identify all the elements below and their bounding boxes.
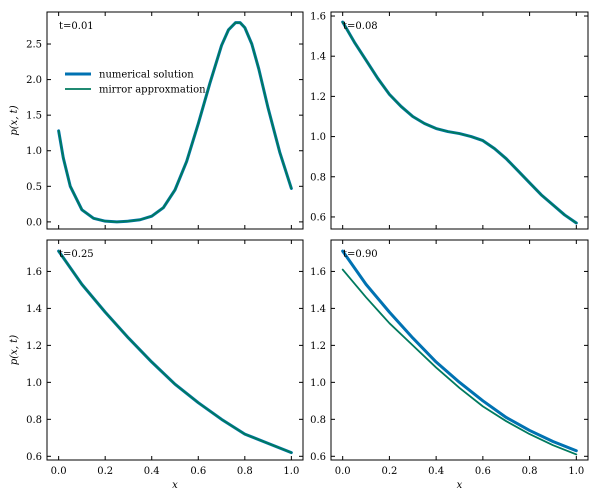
time-annotation: t=0.08 [343,21,378,32]
time-annotation: t=0.01 [59,21,94,32]
y-tick-label: 0.6 [26,452,42,463]
y-tick-label: 1.4 [310,304,326,315]
y-axis-label: p(x, t) [9,105,20,135]
series-line-1 [57,249,293,455]
axes-frame [330,11,589,230]
y-tick-label: 2.0 [26,75,42,86]
y-tick-label: 1.6 [310,267,326,278]
legend-entry: mirror approxmation [99,85,206,96]
y-tick-label: 0.0 [26,217,42,228]
y-tick-label: 1.2 [310,341,326,352]
x-tick-label: 0.6 [190,466,206,477]
y-tick-label: 1.6 [26,267,42,278]
y-tick-label: 0.6 [310,212,326,223]
y-tick-label: 0.8 [26,415,42,426]
axes-frame [46,11,304,230]
x-tick-label: 0.2 [97,466,113,477]
panel-4: 0.0 0.2 0.4 0.6 0.8 1.0 0.6 0.8 1.0 1.2 1.4 1.6 t=0.… [310,239,589,491]
axes-frame [46,239,304,461]
series-line-1 [57,21,293,224]
series-line-1 [341,249,578,453]
panel-2: 0.6 0.8 1.0 1.2 1.4 1.6 t=0.08 [310,11,589,230]
panel-3: 0.0 0.2 0.4 0.6 0.8 1.0 0.6 0.8 1.0 1.2 1.4 1.6 t=0.… [9,239,304,491]
x-tick-label: 0.8 [522,466,538,477]
x-tick-label: 0.2 [381,466,397,477]
y-tick-label: 0.5 [26,182,42,193]
y-tick-label: 1.4 [26,304,42,315]
y-tick-label: 1.5 [26,111,42,122]
time-annotation: t=0.25 [59,249,94,260]
x-tick-label: 0.4 [144,466,160,477]
x-tick-label: 0.4 [428,466,444,477]
series-line-2 [341,21,578,224]
y-tick-label: 1.0 [310,378,326,389]
y-tick-label: 1.2 [26,341,42,352]
x-tick-label: 0.0 [335,466,351,477]
y-tick-label: 1.6 [310,12,326,23]
y-tick-label: 1.0 [310,132,326,143]
series-line-2 [57,21,293,223]
y-tick-label: 1.0 [26,146,42,157]
y-tick-label: 1.2 [310,92,326,103]
y-tick-label: 2.5 [26,40,42,51]
x-axis-label: x [172,480,178,491]
x-tick-label: 1.0 [568,466,584,477]
series-line-2 [341,268,578,456]
x-tick-label: 1.0 [283,466,299,477]
y-axis-label: p(x, t) [9,335,20,365]
y-tick-label: 1.4 [310,52,326,63]
y-tick-label: 1.0 [26,378,42,389]
x-tick-label: 0.0 [51,466,67,477]
legend: numerical solution mirror approxmation [65,70,206,96]
panels: 0.0 0.5 1.0 1.5 2.0 2.5 t=0.01 p(x, t) numerical… [9,11,589,491]
y-tick-label: 0.8 [310,172,326,183]
series-line-1 [341,20,578,225]
x-tick-label: 0.8 [237,466,253,477]
legend-entry: numerical solution [99,70,194,81]
x-tick-label: 0.6 [475,466,491,477]
axes-frame [330,239,589,461]
series-line-2 [57,250,293,454]
x-axis-label: x [457,480,463,491]
y-tick-label: 0.6 [310,452,326,463]
time-annotation: t=0.90 [343,249,378,260]
panel-1: 0.0 0.5 1.0 1.5 2.0 2.5 t=0.01 p(x, t) numerical… [9,11,304,230]
y-tick-label: 0.8 [310,415,326,426]
